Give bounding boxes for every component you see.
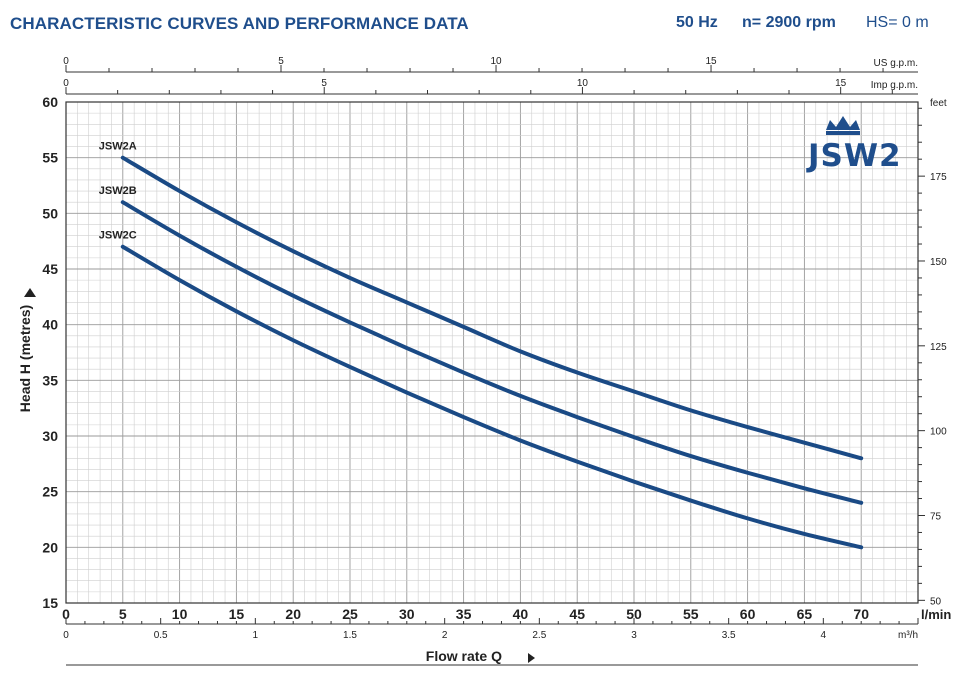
y-tick-label: 30 [42, 428, 58, 444]
y-tick-label: 35 [42, 372, 58, 388]
m3h-tick-label: 0.5 [154, 630, 168, 641]
feet-tick-label: 150 [930, 257, 947, 268]
y-tick-label: 15 [42, 595, 58, 611]
m3h-tick-label: 1 [253, 630, 259, 641]
plot-frame [65, 101, 919, 604]
y-axis-label: Head H (metres) [17, 305, 33, 412]
x-tick-label: 40 [513, 606, 529, 622]
suction-height-label: HS= 0 m [866, 14, 929, 31]
crown-band [826, 131, 860, 135]
y-tick-label: 60 [42, 94, 58, 110]
y-tick-label: 20 [42, 539, 58, 555]
x-axis-arrow-icon [528, 653, 535, 663]
y-tick-label: 25 [42, 484, 58, 500]
x-tick-label: 0 [62, 606, 70, 622]
x-axis-label: Flow rate Q [426, 648, 502, 664]
m3h-tick-label: 3.5 [722, 630, 736, 641]
us-gpm-tick-label: 0 [63, 56, 69, 67]
feet-tick-label: 75 [930, 511, 942, 522]
x-tick-label: 70 [853, 606, 869, 622]
x-unit-label: l/min [921, 607, 951, 622]
imp-gpm-unit-label: Imp g.p.m. [871, 80, 918, 91]
us-gpm-tick-label: 5 [278, 56, 284, 67]
x-tick-label: 50 [626, 606, 642, 622]
y-tick-label: 45 [42, 261, 58, 277]
feet-unit-label: feet [930, 98, 947, 109]
y-tick-label: 40 [42, 317, 58, 333]
y-axis-arrow-icon [24, 288, 36, 297]
m3h-tick-label: 0 [63, 630, 69, 641]
logo-text: JSW2 [808, 138, 902, 174]
imp-gpm-tick-label: 0 [63, 78, 69, 89]
m3h-tick-label: 3 [631, 630, 637, 641]
us-gpm-unit-label: US g.p.m. [874, 58, 918, 69]
y-tick-label: 55 [42, 150, 58, 166]
crown-icon [826, 116, 860, 135]
m3h-tick-label: 2 [442, 630, 448, 641]
x-tick-label: 55 [683, 606, 699, 622]
imp-gpm-tick-label: 15 [835, 78, 847, 89]
series-label: JSW2C [99, 230, 137, 242]
x-tick-label: 30 [399, 606, 415, 622]
us-gpm-tick-label: 15 [705, 56, 717, 67]
series-line-jsw2a [120, 155, 864, 461]
x-tick-label: 65 [797, 606, 813, 622]
page-title: CHARACTERISTIC CURVES AND PERFORMANCE DA… [10, 14, 469, 33]
m3h-tick-label: 2.5 [532, 630, 546, 641]
frequency-label: 50 Hz [676, 14, 718, 31]
x-tick-label: 10 [172, 606, 188, 622]
feet-tick-label: 50 [930, 596, 942, 607]
feet-tick-label: 175 [930, 172, 947, 183]
series-label: JSW2B [99, 185, 137, 197]
plot-area [66, 102, 918, 603]
x-tick-label: 45 [569, 606, 585, 622]
series-line-jsw2c [120, 244, 864, 550]
m3h-unit-label: m³/h [898, 630, 918, 641]
series-line-jsw2b [120, 200, 864, 505]
us-gpm-tick-label: 10 [490, 56, 502, 67]
x-tick-label: 60 [740, 606, 756, 622]
imp-gpm-tick-label: 10 [577, 78, 589, 89]
speed-label: n= 2900 rpm [742, 14, 836, 31]
feet-tick-label: 100 [930, 427, 947, 438]
m3h-tick-label: 4 [821, 630, 827, 641]
imp-gpm-tick-label: 5 [321, 78, 327, 89]
x-tick-label: 20 [285, 606, 301, 622]
x-tick-label: 5 [119, 606, 127, 622]
crown-shape [826, 116, 860, 130]
x-tick-label: 15 [229, 606, 245, 622]
series-label: JSW2A [99, 141, 137, 153]
y-tick-label: 50 [42, 205, 58, 221]
x-tick-label: 35 [456, 606, 472, 622]
x-tick-label: 25 [342, 606, 358, 622]
m3h-tick-label: 1.5 [343, 630, 357, 641]
feet-tick-label: 125 [930, 342, 947, 353]
